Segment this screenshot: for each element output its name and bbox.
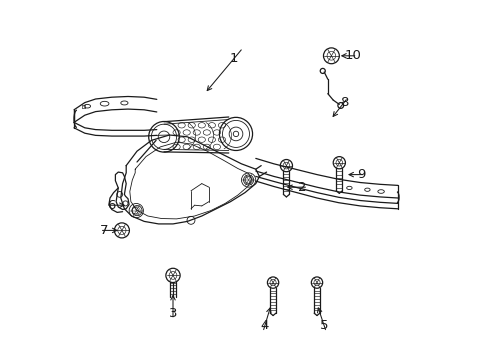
Text: 5: 5 — [320, 319, 328, 332]
Text: 4: 4 — [261, 319, 269, 332]
Text: 8: 8 — [340, 96, 348, 109]
Text: 2: 2 — [298, 181, 307, 194]
Text: 10: 10 — [344, 49, 362, 62]
Text: 6: 6 — [107, 199, 115, 212]
Text: 9: 9 — [357, 168, 365, 181]
Text: 3: 3 — [169, 307, 177, 320]
Text: 1: 1 — [230, 52, 239, 65]
Text: 7: 7 — [100, 224, 109, 237]
